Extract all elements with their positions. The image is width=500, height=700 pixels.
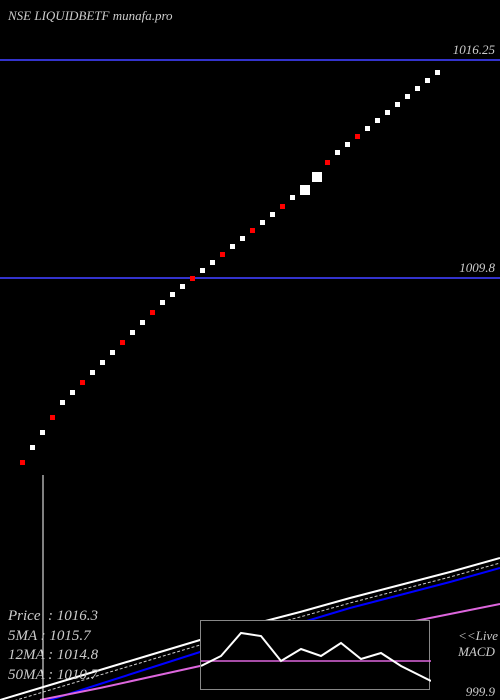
candle	[120, 340, 125, 345]
candle	[210, 260, 215, 265]
candle	[220, 252, 225, 257]
candle	[375, 118, 380, 123]
bottom-value-label: 999.9	[466, 684, 495, 700]
candle	[365, 126, 370, 131]
legend-box: Price : 1016.3 5MA : 1015.7 12MA : 1014.…	[8, 607, 98, 685]
price-level-label: 1016.25	[453, 42, 495, 58]
candle	[312, 172, 322, 182]
candle	[80, 380, 85, 385]
candle	[190, 276, 195, 281]
candle	[30, 445, 35, 450]
legend-50ma: 50MA : 1010.7	[8, 666, 98, 686]
candle	[270, 212, 275, 217]
candle	[280, 204, 285, 209]
candle	[260, 220, 265, 225]
legend-12ma: 12MA : 1014.8	[8, 646, 98, 666]
legend-5ma: 5MA : 1015.7	[8, 627, 98, 647]
legend-price: Price : 1016.3	[8, 607, 98, 627]
candle	[325, 160, 330, 165]
candle	[110, 350, 115, 355]
candle	[40, 430, 45, 435]
chart-title: NSE LIQUIDBETF munafa.pro	[8, 8, 173, 24]
candle	[60, 400, 65, 405]
macd-svg	[201, 621, 431, 691]
candle	[140, 320, 145, 325]
candle	[180, 284, 185, 289]
candle	[170, 292, 175, 297]
candle	[160, 300, 165, 305]
candle	[435, 70, 440, 75]
candle	[50, 415, 55, 420]
candle	[240, 236, 245, 241]
candle	[415, 86, 420, 91]
candle	[395, 102, 400, 107]
candle	[90, 370, 95, 375]
candle	[335, 150, 340, 155]
candle	[425, 78, 430, 83]
candle	[290, 195, 295, 200]
candle	[355, 134, 360, 139]
candle	[300, 185, 310, 195]
stock-chart: NSE LIQUIDBETF munafa.pro 1016.251009.8 …	[0, 0, 500, 700]
candle	[100, 360, 105, 365]
candle	[150, 310, 155, 315]
macd-label: <<Live MACD	[458, 628, 498, 660]
price-level-label: 1009.8	[459, 260, 495, 276]
candle	[130, 330, 135, 335]
candle	[70, 390, 75, 395]
candle	[20, 460, 25, 465]
candle	[230, 244, 235, 249]
candle	[405, 94, 410, 99]
candle	[345, 142, 350, 147]
candle	[200, 268, 205, 273]
chart-svg	[0, 0, 500, 700]
macd-inset	[200, 620, 430, 690]
candle	[385, 110, 390, 115]
candle	[250, 228, 255, 233]
